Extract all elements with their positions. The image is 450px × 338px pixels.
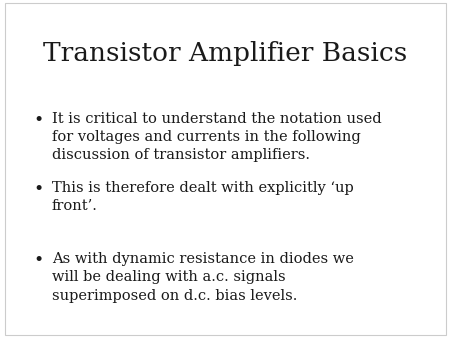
Text: •: •: [33, 181, 43, 198]
Text: This is therefore dealt with explicitly ‘up
front’.: This is therefore dealt with explicitly …: [52, 181, 354, 213]
Text: It is critical to understand the notation used
for voltages and currents in the : It is critical to understand the notatio…: [52, 112, 382, 162]
Text: •: •: [33, 112, 43, 128]
FancyBboxPatch shape: [4, 3, 446, 335]
Text: Transistor Amplifier Basics: Transistor Amplifier Basics: [43, 41, 407, 66]
Text: As with dynamic resistance in diodes we
will be dealing with a.c. signals
superi: As with dynamic resistance in diodes we …: [52, 252, 354, 303]
Text: •: •: [33, 252, 43, 269]
